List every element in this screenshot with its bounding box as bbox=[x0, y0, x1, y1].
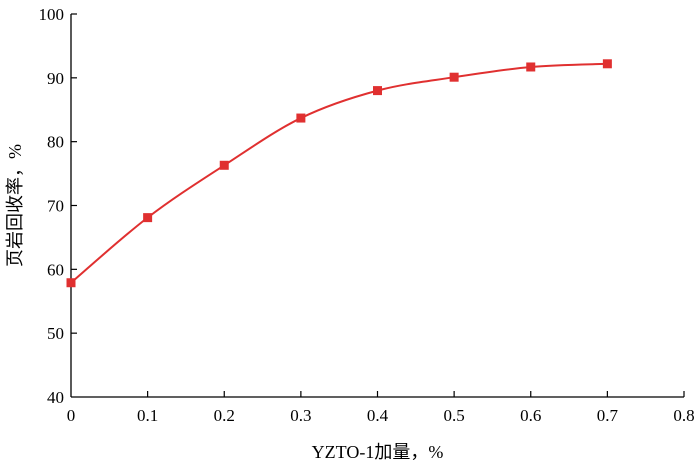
x-tick-label: 0.7 bbox=[597, 406, 619, 425]
y-tick-label: 70 bbox=[47, 197, 64, 216]
y-tick-label: 40 bbox=[47, 388, 64, 407]
y-tick-label: 100 bbox=[39, 5, 65, 24]
y-tick-label: 80 bbox=[47, 133, 64, 152]
y-tick-label: 50 bbox=[47, 324, 64, 343]
x-tick-label: 0.6 bbox=[520, 406, 541, 425]
data-point-marker bbox=[143, 213, 153, 223]
y-tick-label: 90 bbox=[47, 69, 64, 88]
x-tick-label: 0.5 bbox=[444, 406, 465, 425]
data-point-marker bbox=[373, 86, 382, 96]
x-axis-ticks: 0 0.1 0.2 0.3 0.4 0.5 0.6 0.7 0.8 bbox=[67, 391, 695, 425]
data-point-marker bbox=[66, 278, 76, 288]
data-point-marker bbox=[296, 113, 306, 123]
series-line bbox=[70, 62, 608, 284]
x-tick-label: 0.4 bbox=[367, 406, 389, 425]
x-tick-label: 0.8 bbox=[673, 406, 694, 425]
data-point-marker bbox=[526, 62, 536, 72]
series-layer bbox=[66, 59, 612, 288]
y-axis-title: 页岩回收率，% bbox=[5, 144, 25, 267]
y-axis-ticks: 40 50 60 70 80 90 100 bbox=[39, 5, 77, 407]
data-point-marker bbox=[449, 72, 459, 82]
y-tick-label: 60 bbox=[47, 260, 64, 279]
x-tick-label: 0.2 bbox=[214, 406, 235, 425]
x-axis-title: YZTO-1加量，% bbox=[312, 442, 444, 462]
x-tick-label: 0 bbox=[67, 406, 76, 425]
x-tick-label: 0.1 bbox=[137, 406, 158, 425]
x-tick-label: 0.3 bbox=[290, 406, 311, 425]
data-point-marker bbox=[219, 160, 229, 170]
data-point-marker bbox=[602, 59, 612, 69]
